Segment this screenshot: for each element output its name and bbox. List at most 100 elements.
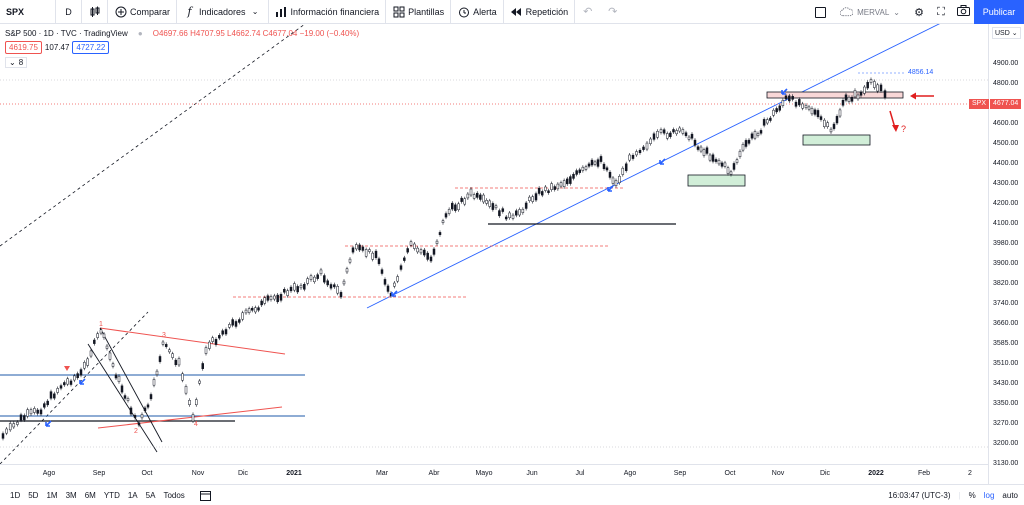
price-tick-label: 3130.00 xyxy=(993,460,1019,467)
support-box[interactable] xyxy=(687,174,746,187)
candle xyxy=(652,133,656,140)
ask-price[interactable]: 4727.22 xyxy=(72,41,110,54)
candle xyxy=(794,101,798,107)
indicators-toggle[interactable]: ⌄ 8 xyxy=(5,57,28,68)
range-button-1a[interactable]: 1A xyxy=(127,490,138,500)
candle xyxy=(732,163,736,170)
calendar-range-icon[interactable] xyxy=(199,489,212,502)
support-box[interactable] xyxy=(802,134,871,146)
grid-icon xyxy=(392,5,405,18)
blue-arrow-marker xyxy=(45,420,52,427)
financials-button[interactable]: Información financiera xyxy=(269,0,387,24)
candle xyxy=(608,171,612,178)
chart-type-button[interactable] xyxy=(82,0,108,24)
price-tick-label: 3820.00 xyxy=(993,280,1019,287)
current-price: 4677.04 xyxy=(990,99,1022,109)
candle xyxy=(856,94,860,100)
publish-button[interactable]: Publicar xyxy=(974,0,1024,24)
black-diagonal[interactable] xyxy=(87,343,158,453)
candle xyxy=(69,380,73,385)
time-tick-label: 2022 xyxy=(868,470,884,477)
red-trendline[interactable] xyxy=(99,327,286,355)
candle xyxy=(723,162,727,167)
symbol-search[interactable]: SPX xyxy=(0,0,56,24)
layout-selector[interactable]: MERVAL ⌄ xyxy=(832,0,908,24)
log-toggle[interactable]: log xyxy=(983,491,995,500)
candle xyxy=(869,79,873,84)
time-tick-label: Jul xyxy=(575,470,585,477)
candle xyxy=(49,391,53,399)
plus-circle-icon xyxy=(114,5,127,18)
ohlc-values: O4697.66 H4707.95 L4662.74 C4677.04 −19.… xyxy=(153,29,359,38)
candle xyxy=(717,159,721,165)
indicators-button[interactable]: f Indicadores ⌄ xyxy=(177,0,269,24)
range-button-ytd[interactable]: YTD xyxy=(103,490,120,500)
price-axis[interactable]: 4900.004800.004700.004600.004500.004400.… xyxy=(969,24,1024,484)
candle xyxy=(611,177,615,184)
candle xyxy=(708,154,712,161)
black-diagonal[interactable] xyxy=(99,327,163,443)
replay-label: Repetición xyxy=(525,6,569,17)
blue-trendline[interactable] xyxy=(366,24,945,309)
currency-selector[interactable]: USD ⌄ xyxy=(992,27,1021,39)
percent-toggle[interactable]: % xyxy=(968,491,976,500)
replay-button[interactable]: Repetición xyxy=(504,0,576,24)
interval-selector[interactable]: D xyxy=(56,0,82,24)
auto-toggle[interactable]: auto xyxy=(1002,491,1018,500)
compare-button[interactable]: Comparar xyxy=(108,0,178,24)
range-button-6m[interactable]: 6M xyxy=(84,490,96,500)
resistance-box[interactable] xyxy=(766,91,904,99)
candle xyxy=(406,248,409,253)
candle xyxy=(16,421,19,425)
bid-price[interactable]: 4619.75 xyxy=(5,41,42,54)
candle xyxy=(753,131,757,139)
undo-button[interactable]: ↶ xyxy=(575,0,600,24)
candle xyxy=(289,286,293,292)
price-tick-label: 3200.00 xyxy=(993,440,1019,447)
red-trendline[interactable] xyxy=(97,406,283,429)
clock[interactable]: 16:03:47 (UTC-3) xyxy=(888,491,951,500)
dashed-trendline[interactable] xyxy=(0,24,306,247)
range-button-1m[interactable]: 1M xyxy=(46,490,58,500)
redo-icon: ↷ xyxy=(608,6,618,18)
candles-icon xyxy=(88,5,101,18)
templates-button[interactable]: Plantillas xyxy=(386,0,452,24)
price-chart[interactable]: ? 1 2 3 4 xyxy=(0,24,988,464)
candle xyxy=(201,363,204,369)
candle xyxy=(460,197,463,202)
alert-button[interactable]: Alerta xyxy=(451,0,504,24)
candle xyxy=(635,151,638,156)
candle xyxy=(33,408,36,413)
range-button-1d[interactable]: 1D xyxy=(10,490,21,500)
candle xyxy=(702,149,706,156)
time-tick-label: Ago xyxy=(42,470,56,477)
range-button-todos[interactable]: Todos xyxy=(163,490,185,500)
toolbar-right: MERVAL ⌄ ⚙ ⛶ Publicar xyxy=(809,0,1024,24)
candle xyxy=(393,282,396,287)
snapshot-button[interactable] xyxy=(952,0,974,24)
time-axis[interactable]: Ago Sep Oct Nov Dic 2021 Mar Abr Mayo Jun Jul Ago Se… xyxy=(0,464,988,484)
candle xyxy=(511,214,515,219)
candle xyxy=(184,386,188,394)
candle xyxy=(208,341,211,349)
range-button-3m[interactable]: 3M xyxy=(65,490,77,500)
fullscreen-button[interactable]: ⛶ xyxy=(930,0,952,24)
fullscreen-toggle-icon[interactable] xyxy=(815,6,827,18)
candle xyxy=(286,290,289,296)
low-value: L4662.74 xyxy=(227,29,261,38)
time-tick-label: Nov xyxy=(191,470,205,477)
range-button-5a[interactable]: 5A xyxy=(145,490,156,500)
redo-button[interactable]: ↷ xyxy=(600,0,625,24)
candle xyxy=(59,385,63,389)
candle xyxy=(435,240,439,244)
high-value: H4707.95 xyxy=(190,29,225,38)
candle xyxy=(174,359,178,366)
candle xyxy=(188,400,191,405)
range-button-5d[interactable]: 5D xyxy=(28,490,39,500)
settings-button[interactable]: ⚙ xyxy=(908,0,930,24)
candle xyxy=(466,193,470,199)
dashed-trendline-low[interactable] xyxy=(0,311,149,464)
candle xyxy=(614,180,618,187)
wave-label: 2 xyxy=(134,428,138,435)
candle xyxy=(86,358,89,366)
